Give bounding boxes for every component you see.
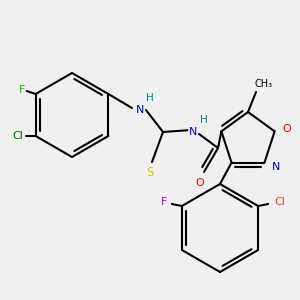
Text: O: O xyxy=(282,124,291,134)
Text: N: N xyxy=(189,127,197,137)
Text: S: S xyxy=(146,166,154,178)
Text: Cl: Cl xyxy=(12,131,23,141)
Text: F: F xyxy=(161,197,167,207)
Text: N: N xyxy=(272,162,281,172)
Text: N: N xyxy=(136,105,144,115)
Text: CH₃: CH₃ xyxy=(255,79,273,89)
Text: Cl: Cl xyxy=(275,197,286,207)
Text: H: H xyxy=(200,115,208,125)
Text: O: O xyxy=(196,178,204,188)
Text: F: F xyxy=(18,85,25,95)
Text: H: H xyxy=(146,93,154,103)
